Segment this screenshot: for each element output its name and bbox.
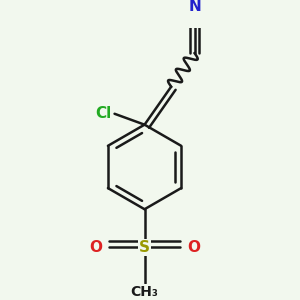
Text: CH₃: CH₃: [130, 285, 158, 299]
Text: Cl: Cl: [95, 106, 112, 121]
Text: S: S: [139, 240, 150, 255]
Text: N: N: [188, 0, 201, 14]
Text: O: O: [89, 240, 102, 255]
Text: O: O: [187, 240, 200, 255]
